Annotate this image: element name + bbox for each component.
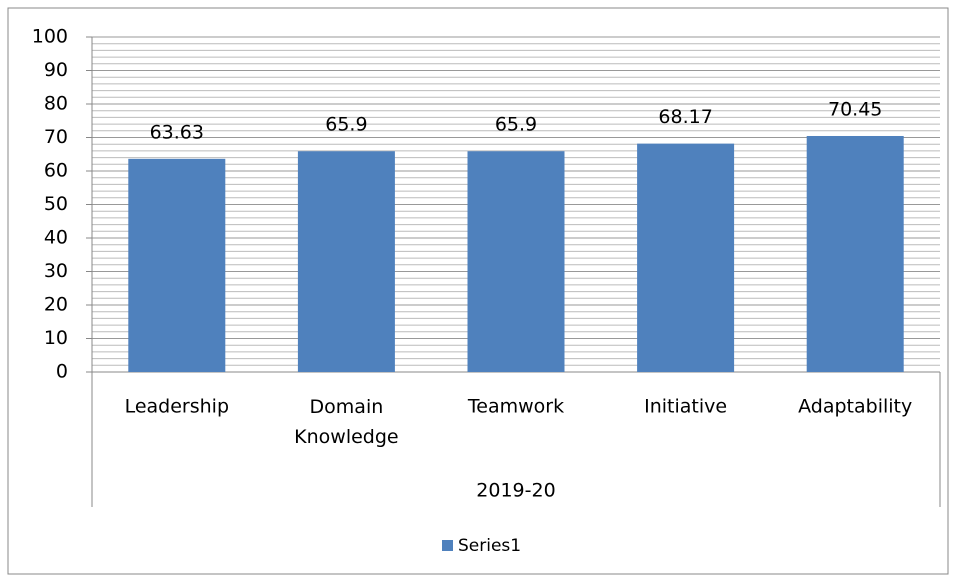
x-tick-label-line: Domain xyxy=(310,396,384,418)
y-tick-label: 10 xyxy=(44,327,68,349)
x-tick-label: Initiative xyxy=(644,396,727,418)
bar xyxy=(806,135,904,372)
value-label: 63.63 xyxy=(150,121,204,143)
y-tick-label: 100 xyxy=(32,26,68,48)
y-tick-label: 90 xyxy=(44,59,68,81)
value-label: 65.9 xyxy=(325,114,367,136)
y-tick-label: 60 xyxy=(44,160,68,182)
y-tick-label: 80 xyxy=(44,93,68,115)
x-tick-label: Adaptability xyxy=(798,396,912,418)
y-tick-label: 0 xyxy=(56,361,68,383)
legend-label: Series1 xyxy=(458,536,521,556)
value-label: 68.17 xyxy=(658,106,712,128)
y-tick-label: 70 xyxy=(44,126,68,148)
y-tick-label: 20 xyxy=(44,294,68,316)
group-label: 2019-20 xyxy=(476,480,555,502)
y-tick-label: 30 xyxy=(44,260,68,282)
legend-swatch xyxy=(442,540,453,551)
bar xyxy=(467,151,565,372)
y-tick-label: 50 xyxy=(44,193,68,215)
x-tick-label: Leadership xyxy=(125,396,229,418)
value-label: 65.9 xyxy=(495,114,537,136)
value-label: 70.45 xyxy=(828,98,882,120)
x-tick-label-line: Knowledge xyxy=(294,426,398,448)
bar xyxy=(128,158,226,372)
bar xyxy=(637,143,735,372)
x-tick-label: Teamwork xyxy=(467,396,564,418)
x-tick-label: Domain Knowledge xyxy=(294,396,398,448)
y-tick-label: 40 xyxy=(44,227,68,249)
bar xyxy=(297,151,395,372)
